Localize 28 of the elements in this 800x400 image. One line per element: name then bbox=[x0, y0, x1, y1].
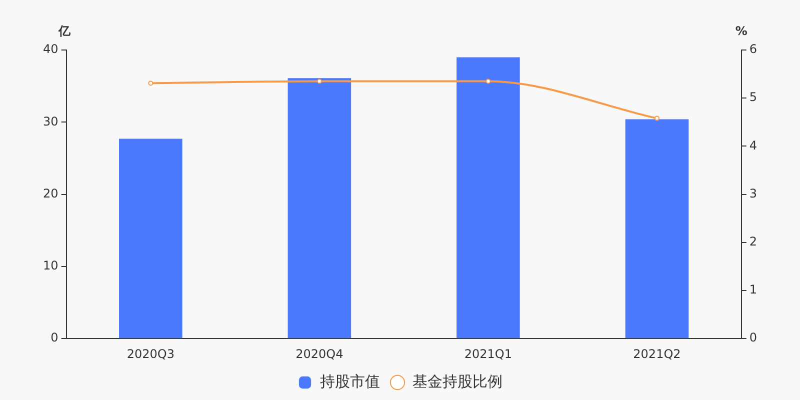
y-axis-title: 亿 bbox=[57, 24, 72, 38]
y2-tick-label: 1 bbox=[749, 282, 758, 297]
y-tick-label: 20 bbox=[42, 186, 58, 200]
x-tick-label: 2020Q4 bbox=[296, 346, 344, 361]
bar bbox=[119, 138, 182, 338]
point bbox=[148, 80, 154, 86]
y2-tick-label: 5 bbox=[749, 90, 758, 104]
point bbox=[316, 78, 322, 84]
y2-tick-label: 2 bbox=[749, 234, 758, 249]
legend-label: 基金持股比例 bbox=[412, 372, 502, 390]
y2-axis-title: % bbox=[735, 24, 748, 38]
x-tick-label: 2021Q2 bbox=[633, 346, 681, 361]
point bbox=[654, 116, 660, 121]
bar bbox=[625, 119, 689, 338]
y2-tick-label: 4 bbox=[749, 138, 758, 152]
y-tick-label: 10 bbox=[42, 258, 58, 273]
x-tick-label: 2020Q3 bbox=[126, 346, 174, 361]
point bbox=[486, 78, 491, 84]
x-tick-label: 2021Q1 bbox=[464, 346, 512, 361]
bar bbox=[456, 57, 520, 338]
bar bbox=[288, 78, 352, 338]
y-tick-label: 30 bbox=[42, 114, 58, 128]
y2-tick-label: 6 bbox=[749, 42, 758, 56]
legend-label: 持股市值 bbox=[320, 372, 380, 390]
y-tick-label: 0 bbox=[50, 330, 58, 345]
y-tick-label: 40 bbox=[42, 42, 58, 56]
y2-tick-label: 3 bbox=[749, 186, 758, 200]
y2-tick-label: 0 bbox=[749, 330, 758, 345]
